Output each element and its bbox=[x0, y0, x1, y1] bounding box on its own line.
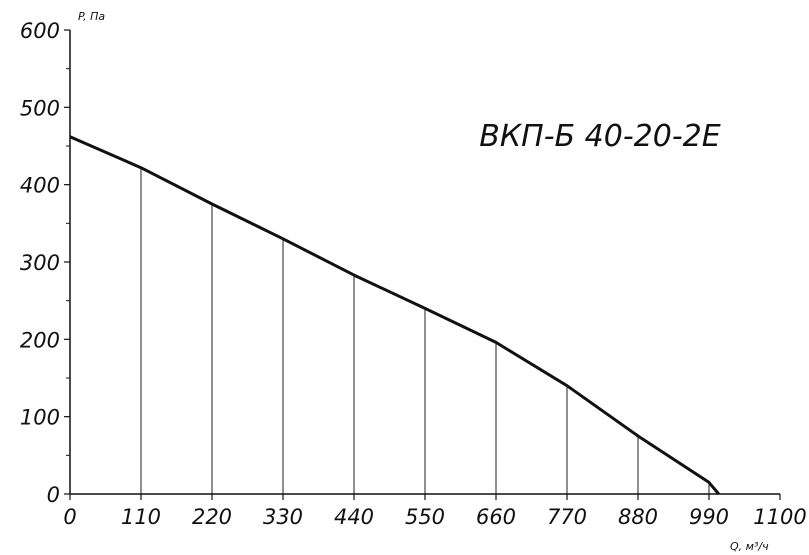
y-tick-label-300: 300 bbox=[20, 251, 60, 275]
y-tick-label-600: 600 bbox=[20, 19, 60, 43]
x-tick-label-660: 660 bbox=[476, 505, 516, 529]
x-tick-label-990: 990 bbox=[689, 505, 729, 529]
x-tick-label-0: 0 bbox=[63, 505, 76, 529]
x-tick-label-440: 440 bbox=[334, 505, 374, 529]
x-tick-label-550: 550 bbox=[405, 505, 445, 529]
y-axis-label: P, Па bbox=[78, 10, 105, 23]
y-tick-label-400: 400 bbox=[20, 174, 60, 198]
y-tick-label-0: 0 bbox=[47, 483, 60, 507]
series-line bbox=[69, 135, 720, 495]
x-axis-label: Q, м³/ч bbox=[730, 540, 769, 553]
y-tick-label-200: 200 bbox=[20, 328, 60, 352]
y-tick-label-100: 100 bbox=[20, 406, 60, 430]
x-tick-label-1100: 1100 bbox=[753, 505, 806, 529]
x-tick-label-220: 220 bbox=[192, 505, 232, 529]
x-tick-label-110: 110 bbox=[121, 505, 161, 529]
y-tick-label-500: 500 bbox=[20, 96, 60, 120]
chart-title: ВКП-Б 40-20-2Е bbox=[479, 119, 720, 154]
x-tick-label-770: 770 bbox=[547, 505, 587, 529]
grid-lines bbox=[140, 167, 710, 494]
x-tick-label-330: 330 bbox=[263, 505, 303, 529]
ticks: 0 100 200 300 400 500 600 0 110 220 330 440 550 660 77… bbox=[20, 19, 807, 529]
series bbox=[69, 135, 720, 495]
x-tick-label-880: 880 bbox=[618, 505, 658, 529]
